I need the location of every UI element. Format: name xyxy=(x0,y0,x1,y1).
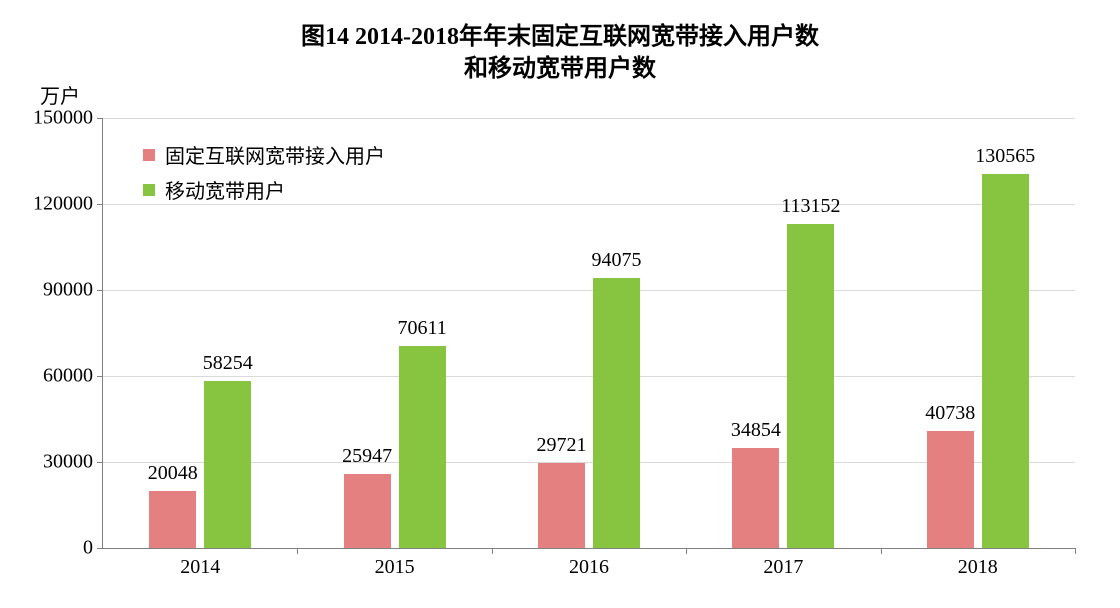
ytick-label: 30000 xyxy=(43,451,93,474)
y-axis-unit-label: 万户 xyxy=(40,80,80,109)
ytick-label: 90000 xyxy=(43,279,93,302)
bar-value-label: 130565 xyxy=(975,145,1035,168)
xtick-label: 2017 xyxy=(763,556,803,579)
ytick-label: 150000 xyxy=(33,107,93,130)
ytick-label: 0 xyxy=(83,537,93,560)
ytick-mark xyxy=(97,548,103,549)
ytick-mark xyxy=(97,204,103,205)
ytick-mark xyxy=(97,118,103,119)
legend-item: 移动宽带用户 xyxy=(143,175,385,204)
bar xyxy=(399,346,446,548)
legend-label: 移动宽带用户 xyxy=(165,175,285,204)
legend-swatch xyxy=(143,184,155,196)
bar xyxy=(149,491,196,548)
legend: 固定互联网宽带接入用户移动宽带用户 xyxy=(143,140,385,204)
bar xyxy=(927,431,974,548)
gridline xyxy=(103,118,1075,119)
xtick-label: 2018 xyxy=(958,556,998,579)
ytick-mark xyxy=(97,462,103,463)
bar-value-label: 94075 xyxy=(592,249,642,272)
bar-value-label: 29721 xyxy=(537,434,587,457)
gridline xyxy=(103,290,1075,291)
bar-value-label: 70611 xyxy=(397,317,446,340)
xtick-label: 2014 xyxy=(180,556,220,579)
xtick-label: 2015 xyxy=(375,556,415,579)
ytick-mark xyxy=(97,376,103,377)
xtick-mark xyxy=(1075,548,1076,554)
bar-value-label: 113152 xyxy=(781,195,840,218)
bar xyxy=(732,448,779,548)
legend-swatch xyxy=(143,149,155,161)
bar xyxy=(982,174,1029,548)
chart-title-line1: 图14 2014-2018年年末固定互联网宽带接入用户数 xyxy=(0,16,1120,51)
bar xyxy=(204,381,251,548)
gridline xyxy=(103,376,1075,377)
bar xyxy=(344,474,391,548)
chart-container: 图14 2014-2018年年末固定互联网宽带接入用户数 和移动宽带用户数 万户… xyxy=(0,0,1120,608)
bar-value-label: 34854 xyxy=(731,419,781,442)
bar xyxy=(787,224,834,548)
bar xyxy=(538,463,585,548)
chart-title-line2: 和移动宽带用户数 xyxy=(0,48,1120,83)
xtick-label: 2016 xyxy=(569,556,609,579)
xtick-mark xyxy=(492,548,493,554)
gridline xyxy=(103,204,1075,205)
bar-value-label: 58254 xyxy=(203,352,253,375)
bar-value-label: 20048 xyxy=(148,462,198,485)
plot-area: 固定互联网宽带接入用户移动宽带用户 0300006000090000120000… xyxy=(102,118,1075,549)
xtick-mark xyxy=(297,548,298,554)
ytick-mark xyxy=(97,290,103,291)
bar-value-label: 40738 xyxy=(925,402,975,425)
xtick-mark xyxy=(686,548,687,554)
bar-value-label: 25947 xyxy=(342,445,392,468)
legend-item: 固定互联网宽带接入用户 xyxy=(143,140,385,169)
ytick-label: 120000 xyxy=(33,193,93,216)
bar xyxy=(593,278,640,548)
xtick-mark xyxy=(881,548,882,554)
ytick-label: 60000 xyxy=(43,365,93,388)
legend-label: 固定互联网宽带接入用户 xyxy=(165,140,385,169)
